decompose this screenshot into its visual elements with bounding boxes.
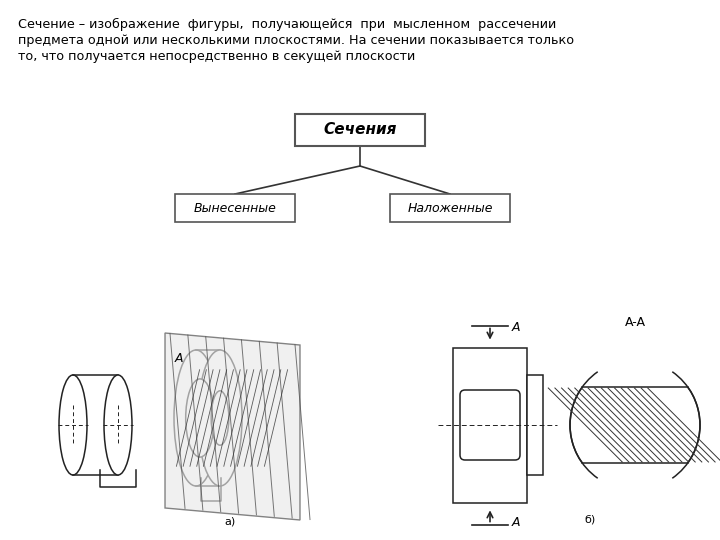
- Ellipse shape: [174, 350, 218, 486]
- FancyBboxPatch shape: [460, 390, 520, 460]
- Bar: [527, 375, 543, 475]
- Ellipse shape: [198, 350, 242, 486]
- Bar: [568, 358, 702, 387]
- Polygon shape: [165, 333, 300, 520]
- Bar: [295, 114, 425, 146]
- Text: Сечения: Сечения: [323, 123, 397, 138]
- Text: A: A: [175, 352, 184, 365]
- Ellipse shape: [186, 379, 215, 457]
- Text: A: A: [512, 516, 521, 529]
- Circle shape: [570, 360, 700, 490]
- Ellipse shape: [104, 375, 132, 475]
- Ellipse shape: [211, 391, 229, 445]
- Bar: [453, 348, 527, 503]
- Text: предмета одной или несколькими плоскостями. На сечении показывается только: предмета одной или несколькими плоскостя…: [18, 34, 574, 47]
- Text: Сечение – изображение  фигуры,  получающейся  при  мысленном  рассечении: Сечение – изображение фигуры, получающей…: [18, 18, 557, 31]
- Text: Наложенные: Наложенные: [408, 201, 492, 214]
- Text: A: A: [512, 321, 521, 334]
- Text: б): б): [585, 515, 595, 525]
- Text: а): а): [225, 516, 235, 526]
- Text: Вынесенные: Вынесенные: [194, 201, 276, 214]
- Text: A-A: A-A: [625, 316, 646, 329]
- Ellipse shape: [59, 375, 87, 475]
- Bar: [568, 463, 702, 492]
- Bar: [390, 194, 510, 222]
- Bar: [175, 194, 295, 222]
- Text: то, что получается непосредственно в секущей плоскости: то, что получается непосредственно в сек…: [18, 50, 415, 63]
